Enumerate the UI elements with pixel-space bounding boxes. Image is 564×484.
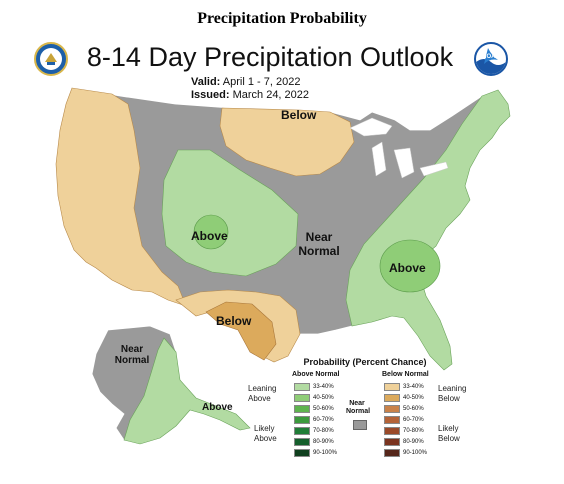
north-plains-below-region: [219, 107, 355, 177]
legend-below-row: 33-40%: [384, 382, 424, 391]
legend-above-swatch: [294, 382, 310, 391]
legend-below-swatch: [384, 393, 400, 402]
issued-label: Issued:: [191, 89, 230, 101]
legend-above-row: 33-40%: [294, 382, 334, 391]
legend-below-row: 60-70%: [384, 415, 424, 424]
legend-above-swatch: [294, 404, 310, 413]
alaska-west-label: Near Normal: [114, 344, 150, 366]
texas-label: Below: [216, 314, 252, 328]
great-lakes: [349, 117, 449, 179]
alaska-south-label: Above: [202, 402, 233, 413]
central-us-label: Near Normal: [298, 230, 340, 258]
legend-below-swatch: [384, 404, 400, 413]
legend-below-swatch: [384, 426, 400, 435]
legend-likely-below: Likely Below: [438, 424, 460, 443]
legend-above-header: Above Normal: [292, 371, 340, 378]
noaa-logo-text: NOAA: [482, 54, 500, 60]
legend-above-row: 70-80%: [294, 426, 334, 435]
alaska-west-label-box: Near Normal: [114, 344, 150, 366]
page-heading: Precipitation Probability: [197, 10, 367, 27]
rockies-label: Above: [191, 229, 228, 243]
legend-likely-above: Likely Above: [254, 424, 277, 443]
issued-value: March 24, 2022: [232, 89, 310, 101]
legend-above-row: 40-50%: [294, 393, 334, 402]
legend-below-row: 40-50%: [384, 393, 424, 402]
alaska-above-region: [123, 337, 251, 445]
valid-block: Valid: April 1 - 7, 2022 Issued: March 2…: [191, 76, 309, 102]
legend-above-range: 70-80%: [313, 427, 334, 434]
legend-below-row: 50-60%: [384, 404, 424, 413]
legend-above-swatch: [294, 437, 310, 446]
legend-below-range: 50-60%: [403, 405, 424, 412]
legend-above-row: 80-90%: [294, 437, 334, 446]
legend-above-swatch: [294, 415, 310, 424]
legend-below-range: 33-40%: [403, 383, 424, 390]
legend-above-range: 90-100%: [313, 449, 338, 456]
legend-above-range: 80-90%: [313, 438, 334, 445]
valid-value: April 1 - 7, 2022: [222, 76, 301, 88]
central-us-label-box: Near Normal: [298, 230, 340, 258]
legend-leaning-above: Leaning Above: [248, 384, 277, 403]
legend-below-row: 70-80%: [384, 426, 424, 435]
legend-leaning-below: Leaning Below: [438, 384, 467, 403]
rockies-above-region: [161, 149, 299, 277]
texas-below-core: [205, 301, 277, 361]
legend-above-range: 40-50%: [313, 394, 334, 401]
legend-below-range: 70-80%: [403, 427, 424, 434]
legend-near-normal-swatch: [353, 420, 367, 430]
legend-above-range: 33-40%: [313, 383, 334, 390]
north-plains-label: Below: [281, 108, 317, 122]
legend-below-swatch: [384, 382, 400, 391]
map-title: 8-14 Day Precipitation Outlook: [86, 42, 454, 72]
southeast-above-core: [379, 239, 441, 293]
legend-above-swatch: [294, 426, 310, 435]
southeast-label: Above: [389, 261, 426, 275]
legend-above-row: 50-60%: [294, 404, 334, 413]
rockies-above-core: [193, 214, 229, 250]
legend-below-range: 40-50%: [403, 394, 424, 401]
legend-below-swatch: [384, 415, 400, 424]
legend-below-swatch: [384, 448, 400, 457]
legend-below-range: 90-100%: [403, 449, 428, 456]
legend-above-swatch: [294, 393, 310, 402]
legend-above-range: 50-60%: [313, 405, 334, 412]
legend-above-range: 60-70%: [313, 416, 334, 423]
legend-near-normal-label: Near Normal: [346, 400, 371, 415]
legend-above-swatch: [294, 448, 310, 457]
legend-below-row: 80-90%: [384, 437, 424, 446]
legend-title: Probability (Percent Chance): [303, 357, 427, 367]
legend-below-header: Below Normal: [382, 371, 429, 378]
legend-above-row: 90-100%: [294, 448, 337, 457]
legend-below-range: 60-70%: [403, 416, 424, 423]
legend-below-row: 90-100%: [384, 448, 427, 457]
legend-above-row: 60-70%: [294, 415, 334, 424]
west-below-region: [55, 87, 187, 307]
valid-label: Valid:: [191, 76, 221, 88]
commerce-seal-icon: [34, 42, 68, 76]
legend-below-range: 80-90%: [403, 438, 424, 445]
legend-below-swatch: [384, 437, 400, 446]
noaa-logo-icon: NOAA: [474, 42, 508, 76]
east-above-region: [345, 89, 511, 371]
